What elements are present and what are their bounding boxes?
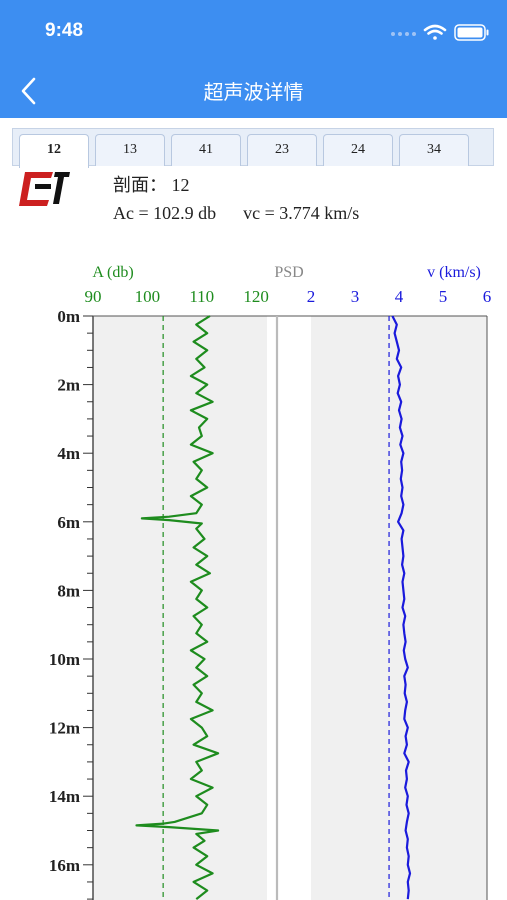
section-label: 剖面： <box>113 175 167 195</box>
section-info: 剖面： 12 <box>113 171 190 197</box>
tab-41[interactable]: 41 <box>171 134 241 166</box>
tab-13[interactable]: 13 <box>95 134 165 166</box>
depth-tick-label: 10m <box>49 650 80 669</box>
tab-34[interactable]: 34 <box>399 134 469 166</box>
depth-tick-label: 16m <box>49 856 80 875</box>
psd-axis-title: PSD <box>274 264 303 281</box>
depth-tick-label: 0m <box>57 307 80 326</box>
ultrasonic-chart: 0m 2m 4m 6m 8m 10m 12m 14m 16m A (db) PSD v (km/s) 9… <box>49 264 492 900</box>
tab-24[interactable]: 24 <box>323 134 393 166</box>
ac-value: Ac = 102.9 db <box>113 203 217 223</box>
company-logo <box>19 172 70 206</box>
velocity-tick-label: 3 <box>351 287 360 306</box>
velocity-tick-label: 6 <box>483 287 492 306</box>
status-time: 9:48 <box>45 20 84 41</box>
signal-icon <box>391 32 416 36</box>
battery-icon <box>454 24 489 41</box>
depth-tick-label: 12m <box>49 719 80 738</box>
vc-value: vc = 3.774 km/s <box>243 203 360 223</box>
depth-tick-label: 8m <box>57 581 80 600</box>
section-value: 12 <box>171 175 190 195</box>
amplitude-tick-label: 120 <box>243 287 269 306</box>
depth-tick-label: 14m <box>49 787 80 806</box>
psd-panel <box>267 316 311 900</box>
tab-12[interactable]: 12 <box>19 134 89 168</box>
amplitude-tick-label: 100 <box>135 287 161 306</box>
velocity-tick-label: 5 <box>439 287 448 306</box>
back-arrow-icon[interactable] <box>14 74 44 108</box>
page-title: 超声波详情 <box>203 80 304 104</box>
amplitude-tick-label: 110 <box>189 287 214 306</box>
amplitude-axis-title: A (db) <box>92 264 133 281</box>
tab-bar: 12 13 41 23 24 34 <box>12 128 494 168</box>
depth-tick-label: 2m <box>57 376 80 395</box>
amplitude-panel <box>93 316 267 900</box>
velocity-tick-label: 4 <box>395 287 404 306</box>
velocity-panel <box>311 316 487 900</box>
amplitude-tick-label: 90 <box>85 287 102 306</box>
velocity-axis-title: v (km/s) <box>427 264 481 281</box>
tab-23[interactable]: 23 <box>247 134 317 166</box>
velocity-series-line <box>391 315 412 900</box>
wifi-icon <box>423 24 447 40</box>
depth-tick-label: 4m <box>57 444 80 463</box>
status-icons <box>391 24 489 41</box>
amplitude-series-line <box>135 315 220 900</box>
app-header: 9:48 超声波详情 <box>0 0 507 118</box>
depth-tick-label: 6m <box>57 513 80 532</box>
velocity-tick-label: 2 <box>307 287 316 306</box>
stats-info: Ac = 102.9 db vc = 3.774 km/s <box>113 203 359 224</box>
